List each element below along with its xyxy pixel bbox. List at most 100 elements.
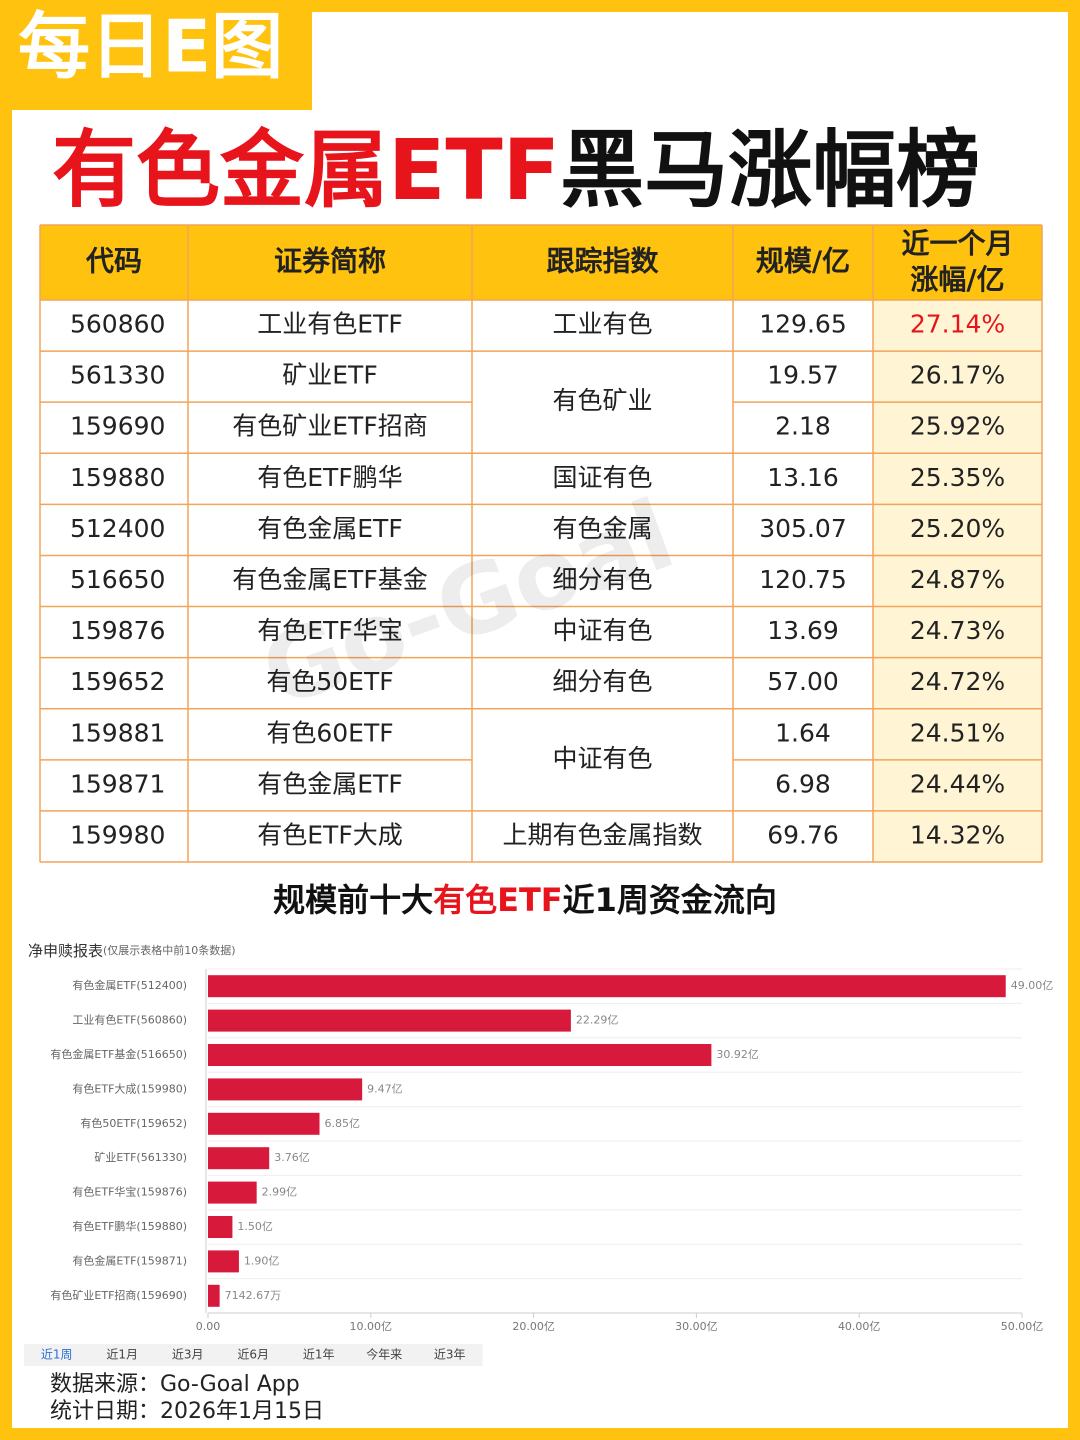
value-label: 7142.67万	[225, 1289, 282, 1302]
table-cell: 25.35%	[910, 463, 1005, 492]
tab-label[interactable]: 近1年	[303, 1348, 335, 1362]
table-cell: 有色ETF鹏华	[257, 463, 402, 492]
value-label: 9.47亿	[367, 1082, 403, 1095]
badge: 每日E图	[18, 5, 283, 89]
value-label: 1.90亿	[244, 1254, 280, 1267]
value-label: 1.50亿	[237, 1220, 272, 1233]
table-cell: 矿业ETF	[282, 361, 377, 390]
table-cell: 159881	[70, 718, 165, 747]
tab-label[interactable]: 今年来	[366, 1347, 402, 1362]
bar	[208, 975, 1006, 998]
value-label: 22.29亿	[576, 1014, 619, 1027]
bar	[208, 1284, 220, 1307]
chart-title-part: 近1周资金流向	[563, 881, 777, 919]
header-cell: 规模/亿	[756, 245, 850, 278]
y-tick-label: 有色ETF鹏华(159880)	[72, 1219, 187, 1233]
table-cell: 120.75	[759, 565, 846, 594]
table-cell: 561330	[70, 361, 165, 390]
tab-label[interactable]: 近6月	[237, 1348, 269, 1362]
x-tick-label: 30.00亿	[675, 1320, 718, 1333]
table-cell: 6.98	[775, 769, 831, 798]
tab[interactable]: 近1年	[303, 1348, 335, 1362]
x-tick-label: 50.00亿	[1001, 1320, 1044, 1333]
header-cell: 代码	[85, 245, 142, 278]
header-bg	[40, 225, 1042, 300]
table-cell: 13.69	[767, 616, 839, 645]
tab[interactable]: 近3年	[434, 1348, 466, 1362]
table-cell: 159980	[70, 820, 165, 849]
tab-label[interactable]: 近1月	[106, 1348, 138, 1362]
header-cell: 近一个月	[901, 227, 1013, 260]
table-cell: 159871	[70, 769, 165, 798]
table-cell: 有色ETF华宝	[257, 616, 402, 645]
y-tick-label: 有色矿业ETF招商(159690)	[50, 1288, 187, 1302]
value-label: 6.85亿	[325, 1117, 361, 1130]
table-cell: 有色金属ETF	[257, 514, 402, 543]
table-cell: 中证有色	[552, 744, 652, 773]
y-tick-label: 有色金属ETF基金(516650)	[50, 1047, 187, 1061]
subtitle-main: 净申赎报表	[28, 942, 103, 960]
table-cell: 14.32%	[910, 820, 1005, 849]
y-tick-label: 有色金属ETF(159871)	[72, 1253, 187, 1267]
header-cell: 跟踪指数	[546, 245, 659, 278]
tab[interactable]: 近1周	[41, 1348, 73, 1362]
value-label: 3.76亿	[274, 1151, 310, 1164]
title-red: 有色金属ETF	[52, 121, 560, 219]
table-cell: 1.64	[775, 718, 831, 747]
x-tick-label: 0.00	[196, 1320, 221, 1333]
x-tick-label: 10.00亿	[350, 1320, 393, 1333]
y-tick-label: 矿业ETF(561330)	[94, 1151, 187, 1164]
table-cell: 25.20%	[910, 514, 1005, 543]
table-cell: 有色矿业ETF招商	[232, 412, 427, 441]
table-cell: 159652	[70, 667, 165, 696]
table-cell: 26.17%	[910, 361, 1005, 390]
chart-title: 规模前十大有色ETF近1周资金流向	[273, 881, 777, 919]
table-cell: 上期有色金属指数	[502, 820, 702, 849]
y-tick-label: 有色50ETF(159652)	[80, 1116, 187, 1130]
bar	[208, 1112, 320, 1135]
y-tick-label: 有色ETF华宝(159876)	[72, 1185, 187, 1199]
y-tick-label: 工业有色ETF(560860)	[72, 1013, 187, 1027]
bar	[208, 1078, 363, 1101]
tab[interactable]: 近1月	[106, 1348, 138, 1362]
tab[interactable]: 今年来	[366, 1347, 402, 1362]
x-tick-label: 20.00亿	[512, 1320, 555, 1333]
header-cell: 证券简称	[274, 245, 386, 278]
main-title: 有色金属ETF黑马涨幅榜	[52, 121, 980, 219]
y-tick-label: 有色ETF大成(159980)	[72, 1081, 187, 1095]
table-cell: 25.92%	[910, 412, 1005, 441]
x-tick-label: 40.00亿	[838, 1320, 881, 1333]
table-cell: 24.72%	[910, 667, 1005, 696]
bar	[208, 1044, 712, 1066]
chart-title-part: 有色ETF	[433, 881, 563, 919]
value-label: 49.00亿	[1011, 979, 1054, 992]
tab-label[interactable]: 近3年	[434, 1348, 466, 1362]
footer-source: 数据来源：Go-Goal App	[50, 1372, 300, 1397]
table-cell: 有色矿业	[552, 386, 652, 415]
table-cell: 中证有色	[552, 616, 652, 645]
bar	[208, 1216, 233, 1238]
header-cell: 涨幅/亿	[910, 263, 1004, 296]
tab-label[interactable]: 近1周	[41, 1348, 73, 1362]
table-cell: 560860	[70, 310, 165, 339]
tab[interactable]: 近3月	[172, 1348, 204, 1362]
table-cell: 24.51%	[910, 718, 1005, 747]
bar	[208, 1009, 571, 1032]
tab-label[interactable]: 近3月	[172, 1348, 204, 1362]
table-cell: 国证有色	[552, 463, 652, 492]
table-cell: 159880	[70, 463, 165, 492]
table-cell: 细分有色	[552, 565, 652, 594]
table-cell: 13.16	[767, 463, 839, 492]
table-cell: 有色金属ETF基金	[232, 565, 427, 594]
chart-title-part: 规模前十大	[273, 881, 433, 919]
table-cell: 24.73%	[910, 616, 1005, 645]
table-cell: 2.18	[775, 412, 831, 441]
subtitle-note: (仅展示表格中前10条数据)	[103, 943, 236, 957]
panel-top	[312, 12, 1068, 110]
table-cell: 69.76	[767, 820, 839, 849]
tabs-bg	[24, 1344, 483, 1366]
tab[interactable]: 近6月	[237, 1348, 269, 1362]
chart-subtitle: 净申赎报表(仅展示表格中前10条数据)	[28, 942, 236, 960]
